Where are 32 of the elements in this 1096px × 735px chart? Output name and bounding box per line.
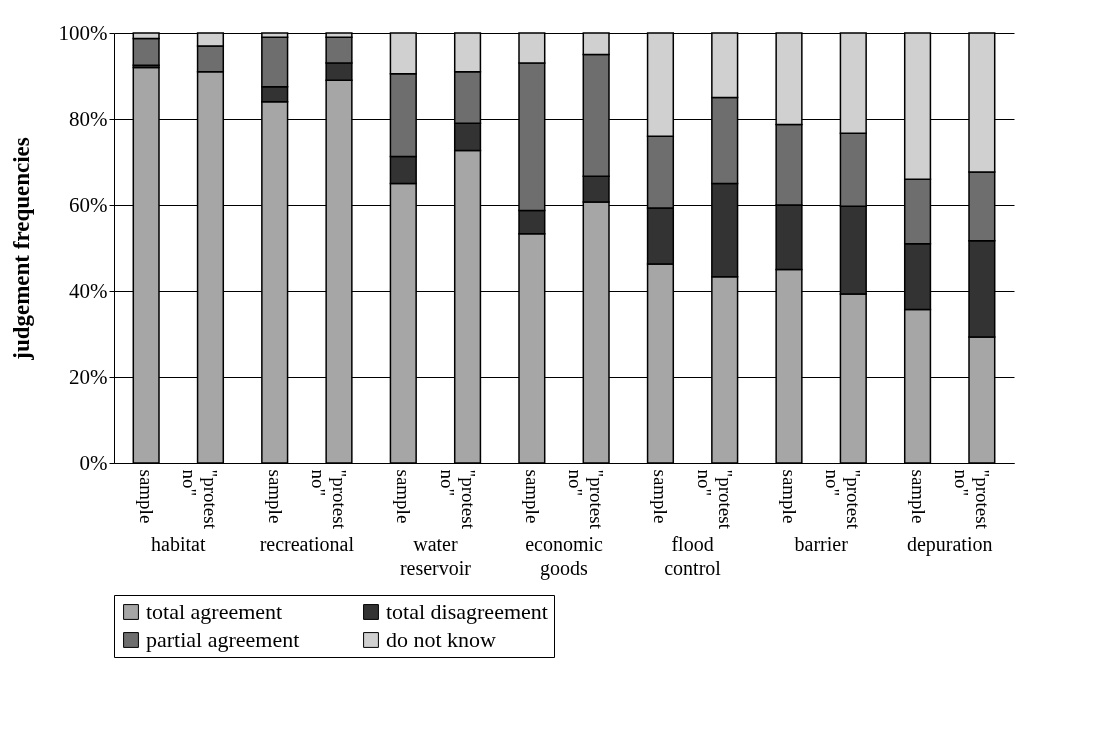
x-tick-label: sample bbox=[779, 469, 800, 524]
y-tick-label: 20% bbox=[69, 364, 108, 389]
x-tick-label: "protest no" bbox=[693, 469, 736, 530]
x-tick-label: "protest no" bbox=[565, 469, 608, 530]
x-tick-label: sample bbox=[264, 469, 286, 524]
legend-label: total agreement bbox=[146, 599, 283, 624]
text: habitat bbox=[151, 533, 206, 555]
x-tick-label: "protest no" bbox=[308, 469, 350, 530]
y-tick-label: 80% bbox=[69, 106, 108, 131]
x-tick-label: sample bbox=[907, 469, 929, 524]
legend-label: total disagreement bbox=[386, 599, 548, 624]
y-tick-label: 40% bbox=[69, 278, 108, 303]
x-tick-label: sample bbox=[521, 469, 543, 524]
legend-label: partial agreement bbox=[146, 627, 300, 652]
x-tick-label: sample bbox=[650, 469, 672, 524]
x-tick-label: "protest no" bbox=[950, 469, 993, 530]
x-tick-label: "protest no" bbox=[822, 469, 865, 530]
y-tick-label: 60% bbox=[69, 192, 108, 217]
text: barrier bbox=[794, 533, 849, 555]
text: depuration bbox=[906, 533, 993, 556]
x-tick-label: sample bbox=[393, 469, 415, 524]
y-axis-title: judgement frequencies bbox=[8, 137, 34, 361]
text: water reservoir bbox=[399, 533, 472, 579]
x-tick-label: "protest no" bbox=[436, 469, 479, 530]
y-tick-label: 100% bbox=[58, 20, 108, 45]
legend-label: do not know bbox=[386, 627, 497, 652]
text: economic goods bbox=[525, 533, 603, 580]
text: recreational bbox=[259, 533, 355, 555]
y-tick-label: 0% bbox=[79, 450, 108, 475]
x-tick-label: sample bbox=[136, 469, 158, 524]
text: flood control bbox=[664, 533, 722, 579]
x-tick-label: "protest no" bbox=[179, 469, 222, 530]
